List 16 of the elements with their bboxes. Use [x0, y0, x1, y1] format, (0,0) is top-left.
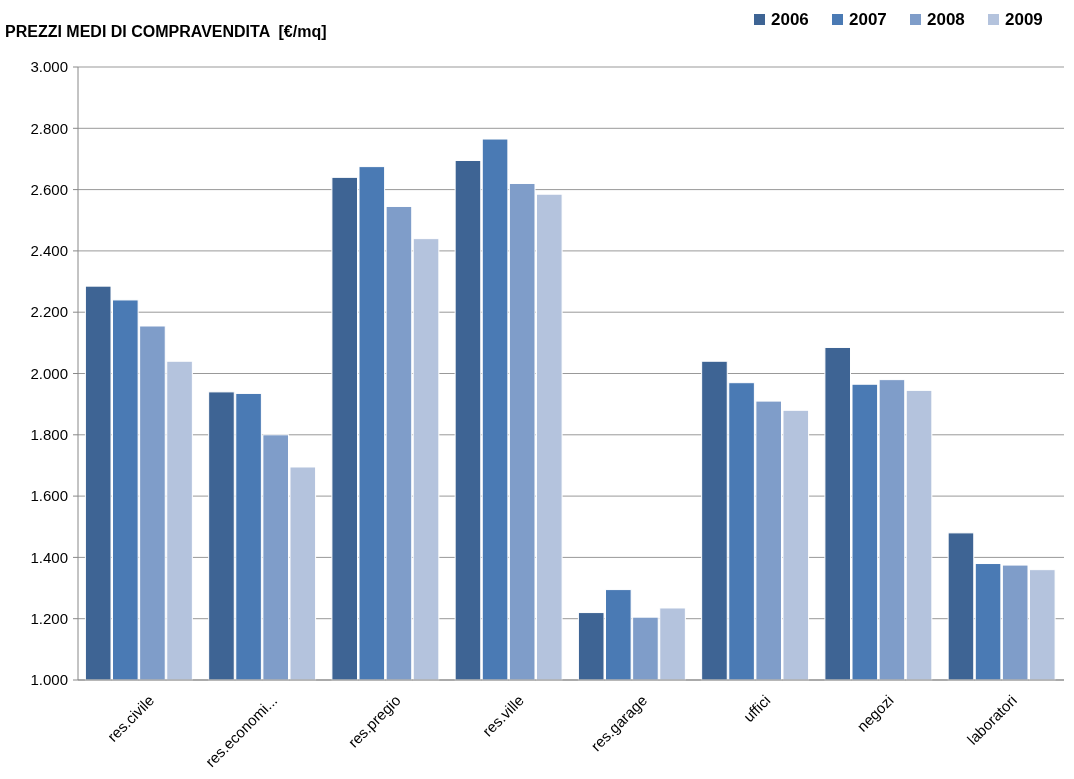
legend-label: 2008 — [927, 10, 965, 29]
y-tick-label: 1.800 — [30, 426, 68, 444]
legend-label: 2006 — [771, 10, 809, 29]
y-tick-label: 2.000 — [30, 364, 68, 382]
y-tick-label: 1.400 — [30, 548, 68, 566]
y-tick-label: 1.000 — [30, 671, 68, 689]
y-tick-label: 3.000 — [30, 58, 68, 76]
chart-title: PREZZI MEDI DI COMPRAVENDITA [€/mq] — [5, 23, 327, 40]
y-tick-label: 2.600 — [30, 180, 68, 198]
legend-label: 2009 — [1005, 10, 1043, 29]
y-tick-label: 2.400 — [30, 242, 68, 260]
y-tick-label: 1.200 — [30, 609, 68, 627]
legend-label: 2007 — [849, 10, 887, 29]
y-tick-label: 2.800 — [30, 119, 68, 137]
y-tick-label: 1.600 — [30, 487, 68, 505]
y-tick-label: 2.200 — [30, 303, 68, 321]
